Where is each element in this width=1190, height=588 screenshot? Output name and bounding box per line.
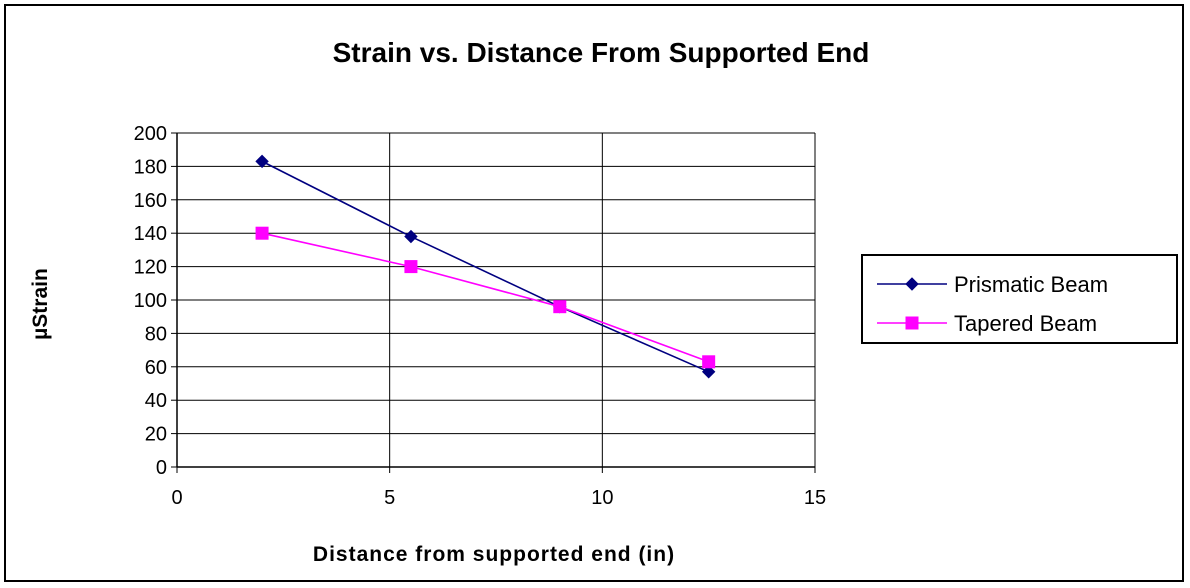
x-tick-label: 5	[384, 487, 395, 509]
y-tick-label: 160	[134, 190, 167, 212]
data-point-marker	[702, 355, 716, 369]
legend-swatch-marker	[905, 277, 919, 291]
y-tick-label: 40	[145, 390, 167, 412]
legend-label: Tapered Beam	[954, 311, 1097, 336]
y-tick-label: 0	[156, 457, 167, 479]
series-square-group	[255, 226, 716, 369]
legend: Prismatic Beam Tapered Beam	[861, 254, 1178, 344]
grid-layer	[176, 132, 816, 468]
x-axis-title: Distance from supported end (in)	[313, 543, 675, 566]
data-point-marker	[255, 154, 269, 169]
data-point-marker	[701, 365, 716, 379]
data-point-marker	[404, 229, 418, 244]
chart-title: Strain vs. Distance From Supported End	[333, 37, 870, 68]
series-layer	[255, 154, 716, 379]
y-tick-label: 200	[134, 123, 167, 145]
y-tick-label: 20	[145, 424, 167, 446]
x-tick-label: 15	[804, 487, 826, 509]
chart-frame: Strain vs. Distance From Supported End 0…	[4, 4, 1184, 582]
y-tick-label: 80	[145, 323, 167, 345]
y-axis-title: µStrain	[29, 268, 52, 340]
x-tick-label: 0	[171, 487, 182, 509]
tick-label-layer: 0 20 40 60 80 100 120 140 160 180 200 0 5 10 15	[134, 123, 827, 509]
y-tick-label: 60	[145, 357, 167, 379]
series-line	[261, 232, 709, 363]
data-point-marker	[553, 300, 567, 314]
legend-swatch-marker	[905, 316, 919, 330]
legend-label: Prismatic Beam	[954, 272, 1108, 297]
y-tick-label: 180	[134, 156, 167, 178]
y-tick-label: 120	[134, 257, 167, 279]
axes-layer	[171, 132, 816, 473]
y-tick-label: 100	[134, 290, 167, 312]
series-line	[261, 160, 709, 373]
legend-items: Prismatic Beam Tapered Beam	[877, 272, 1108, 336]
x-tick-label: 10	[591, 487, 613, 509]
y-tick-label: 140	[134, 223, 167, 245]
chart-svg: Strain vs. Distance From Supported End 0…	[29, 37, 1178, 566]
data-point-marker	[255, 226, 269, 240]
data-point-marker	[404, 260, 418, 274]
